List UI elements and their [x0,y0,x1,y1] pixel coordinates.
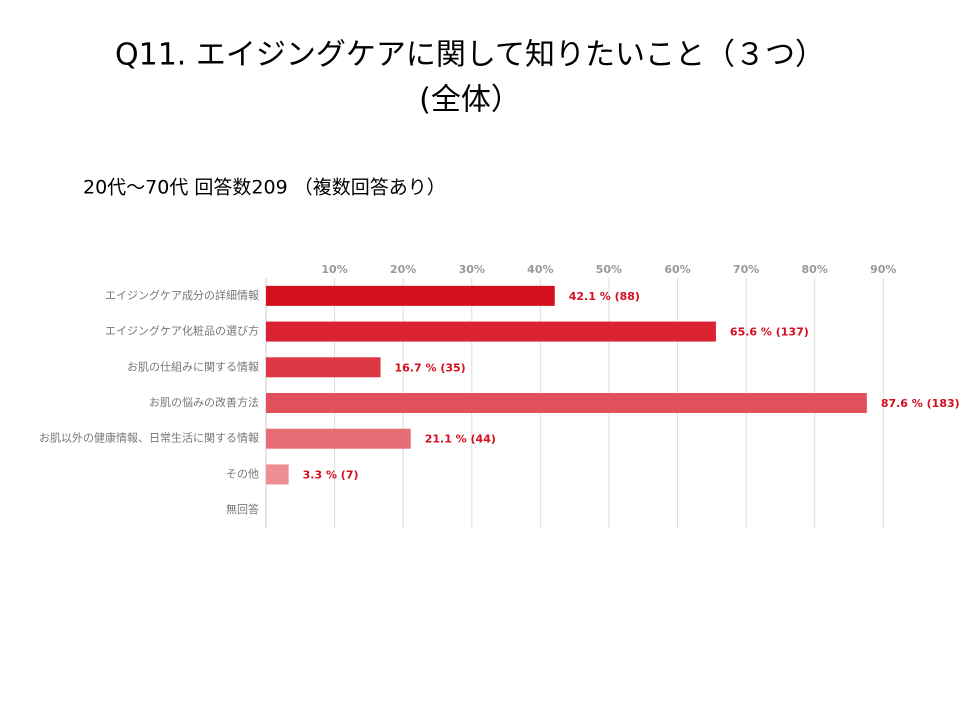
data-label: 42.1 % (88) [569,290,640,303]
y-tick-label: その他 [226,467,259,480]
y-tick-label: お肌の悩みの改善方法 [149,395,259,409]
y-tick-label: 無回答 [226,502,259,516]
x-tick-label: 80% [802,263,828,276]
bar [266,285,555,306]
y-tick-label: お肌の仕組みに関する情報 [127,360,259,373]
chart-title: Q11. エイジングケアに関して知りたいこと（３つ） [115,38,825,73]
bar [266,357,381,378]
y-tick-label: エイジングケア化粧品の選び方 [105,324,259,338]
x-tick-label: 40% [527,263,553,276]
data-label: 65.6 % (137) [730,326,809,339]
x-tick-label: 50% [596,263,622,276]
chart-subtitle: 20代～70代 回答数209 （複数回答あり） [83,177,446,199]
data-label: 3.3 % (7) [303,468,359,481]
bar [266,428,411,449]
bar [266,464,289,485]
y-tick-label: エイジングケア成分の詳細情報 [105,288,259,302]
x-tick-label: 70% [733,263,759,276]
bar [266,393,867,413]
x-tick-label: 60% [664,263,690,276]
chart-title: (全体） [419,83,521,118]
x-tick-label: 20% [390,263,416,276]
x-tick-label: 10% [321,263,347,276]
bar [266,321,716,342]
y-tick-label: お肌以外の健康情報、日常生活に関する情報 [39,431,259,445]
data-label: 21.1 % (44) [425,433,496,446]
data-label: 87.6 % (183) [881,397,960,410]
x-tick-label: 90% [870,263,896,276]
x-tick-label: 30% [459,263,485,276]
data-label: 16.7 % (35) [395,361,466,374]
